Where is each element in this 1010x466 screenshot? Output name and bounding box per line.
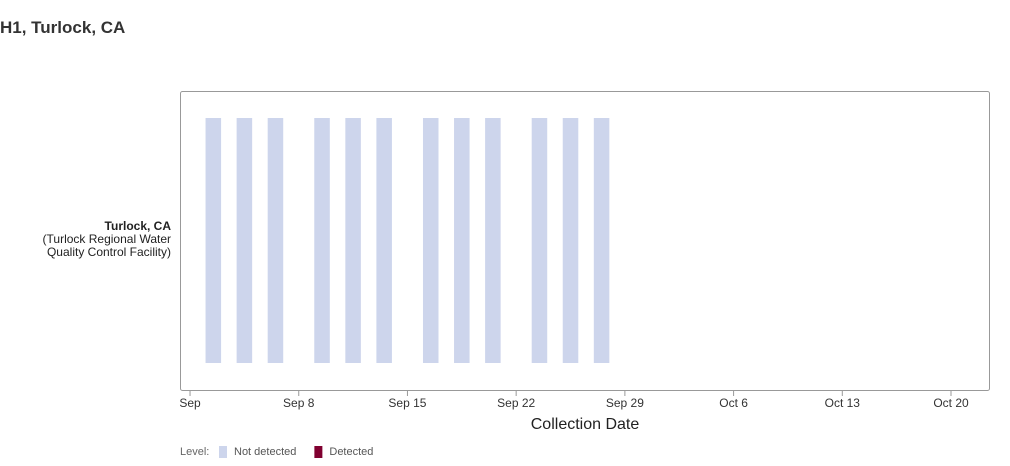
legend-swatch [219,446,227,458]
category-note: (Turlock Regional Water Quality Control … [42,232,171,259]
sample-bar [376,118,392,363]
sample-bar [267,118,284,363]
sample-bar [485,118,501,363]
y-category-label: Turlock, CA (Turlock Regional Water Qual… [30,220,171,259]
x-axis-title: Collection Date [531,416,640,433]
legend-swatch [314,446,323,458]
x-tick-label: Sep 15 [388,396,426,410]
legend-label: Detected [329,446,373,458]
x-tick-label: Sep 8 [283,396,315,410]
x-tick-label: Sep 22 [497,396,535,410]
sample-bar [422,118,439,363]
chart-title: H1, Turlock, CA [0,18,126,37]
sample-bar [562,118,579,363]
plot-frame [180,91,990,391]
sample-bar [593,118,610,363]
category-name: Turlock, CA [104,219,171,233]
sample-bar [205,118,222,363]
sample-bar [314,118,330,363]
x-tick-label: Oct 20 [933,396,969,410]
x-tick-label: Sep [179,396,201,410]
sample-bar [454,118,470,363]
x-tick-label: Oct 6 [719,396,748,410]
x-tick-label: Oct 13 [825,396,861,410]
sample-bar [531,118,548,363]
legend-title: Level: [180,446,209,458]
x-tick-label: Sep 29 [606,396,644,410]
sample-bar [236,118,253,363]
legend-label: Not detected [234,446,296,458]
sample-bar [345,118,361,363]
